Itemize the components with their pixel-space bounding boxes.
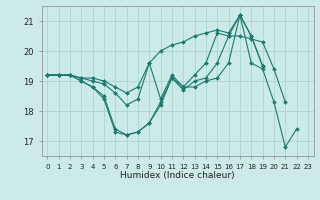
X-axis label: Humidex (Indice chaleur): Humidex (Indice chaleur) (120, 171, 235, 180)
